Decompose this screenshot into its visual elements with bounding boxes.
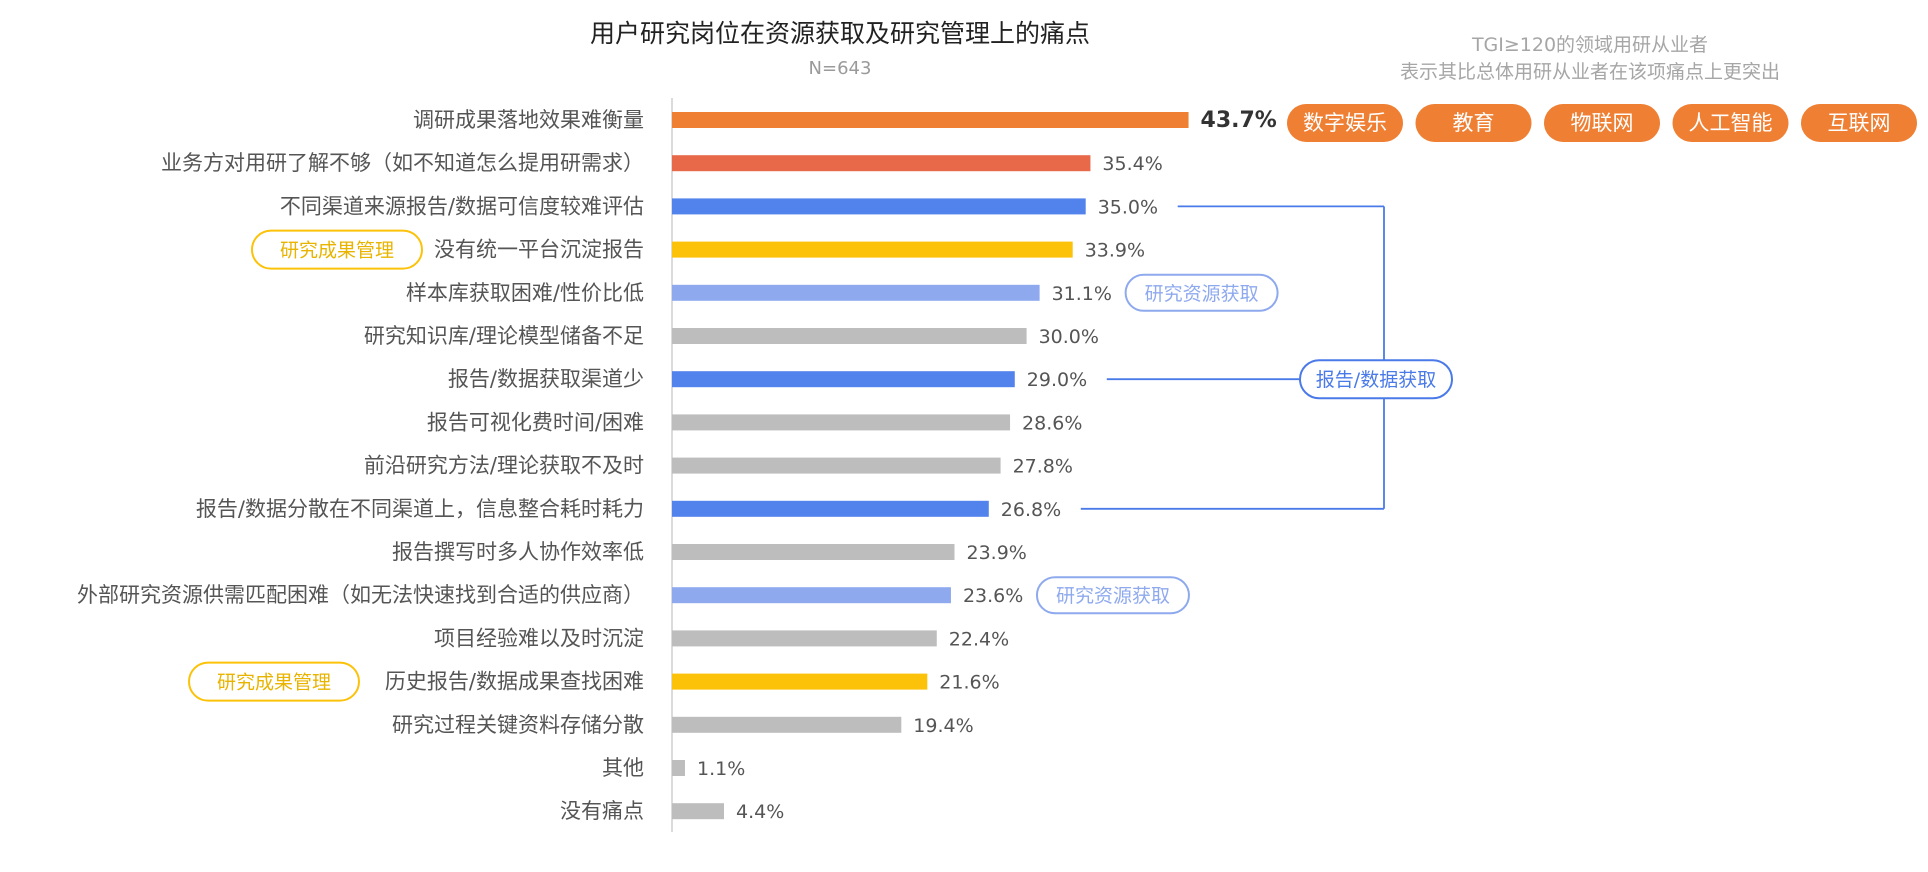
tgi-note: TGI≥120的领域用研从业者 表示其比总体用研从业者在该项痛点上更突出 bbox=[1340, 32, 1840, 86]
right-tag-label-0: 研究资源获取 bbox=[1145, 283, 1259, 305]
bar-0 bbox=[672, 112, 1189, 128]
value-label-9: 26.8% bbox=[1001, 499, 1061, 521]
bar-15 bbox=[672, 760, 686, 776]
category-label-14: 研究过程关键资料存储分散 bbox=[392, 713, 644, 737]
value-label-10: 23.9% bbox=[966, 542, 1026, 564]
category-label-3: 没有统一平台沉淀报告 bbox=[434, 238, 644, 262]
chart-subtitle: N=643 bbox=[808, 58, 872, 79]
tgi-note-line-1: TGI≥120的领域用研从业者 bbox=[1471, 34, 1709, 56]
category-label-11: 外部研究资源供需匹配困难（如无法快速找到合适的供应商） bbox=[77, 583, 644, 607]
category-label-16: 没有痛点 bbox=[560, 799, 644, 823]
bar-11 bbox=[672, 587, 951, 604]
left-tag-1 bbox=[188, 661, 360, 702]
tgi-domain-pill-3 bbox=[1672, 104, 1789, 142]
value-label-5: 30.0% bbox=[1039, 326, 1099, 348]
value-label-3: 33.9% bbox=[1085, 240, 1145, 262]
tgi-domain-pill-4 bbox=[1801, 104, 1917, 142]
bar-10 bbox=[672, 544, 955, 560]
value-label-11: 23.6% bbox=[963, 585, 1023, 607]
tgi-domain-pill-0 bbox=[1287, 104, 1403, 142]
value-label-4: 31.1% bbox=[1052, 283, 1112, 305]
value-label-1: 35.4% bbox=[1102, 153, 1162, 175]
tgi-domain-label-0: 数字娱乐 bbox=[1303, 111, 1387, 135]
category-label-1: 业务方对用研了解不够（如不知道怎么提用研需求） bbox=[161, 151, 644, 175]
tgi-domain-label-1: 教育 bbox=[1453, 111, 1495, 135]
bar-3 bbox=[672, 241, 1073, 258]
category-label-0: 调研成果落地效果难衡量 bbox=[413, 108, 644, 132]
tgi-domain-label-4: 互联网 bbox=[1828, 111, 1891, 135]
tgi-domain-pill-1 bbox=[1415, 104, 1532, 142]
category-label-9: 报告/数据分散在不同渠道上，信息整合耗时耗力 bbox=[196, 497, 644, 521]
bar-16 bbox=[672, 803, 725, 820]
right-tag-0 bbox=[1124, 273, 1279, 312]
category-label-13: 历史报告/数据成果查找困难 bbox=[385, 670, 644, 694]
value-label-8: 27.8% bbox=[1013, 456, 1073, 478]
bar-14 bbox=[672, 716, 902, 733]
category-label-2: 不同渠道来源报告/数据可信度较难评估 bbox=[280, 194, 644, 218]
value-label-7: 28.6% bbox=[1022, 412, 1082, 434]
category-label-4: 样本库获取困难/性价比低 bbox=[406, 281, 644, 305]
chart-title: 用户研究岗位在资源获取及研究管理上的痛点 bbox=[589, 19, 1090, 48]
category-label-5: 研究知识库/理论模型储备不足 bbox=[364, 324, 644, 348]
value-label-2: 35.0% bbox=[1098, 196, 1158, 218]
tgi-note-line-2: 表示其比总体用研从业者在该项痛点上更突出 bbox=[1399, 61, 1780, 83]
category-label-10: 报告撰写时多人协作效率低 bbox=[392, 540, 644, 564]
value-label-15: 1.1% bbox=[697, 758, 745, 780]
category-label-12: 项目经验难以及时沉淀 bbox=[434, 626, 644, 650]
tgi-domain-label-3: 人工智能 bbox=[1689, 111, 1773, 135]
bar-12 bbox=[672, 630, 937, 647]
bar-8 bbox=[672, 457, 1001, 474]
right-tag-1 bbox=[1035, 576, 1190, 615]
category-label-6: 报告/数据获取渠道少 bbox=[448, 367, 644, 391]
bracket-tag bbox=[1299, 359, 1453, 400]
value-label-12: 22.4% bbox=[949, 628, 1009, 650]
bar-4 bbox=[672, 284, 1040, 301]
value-label-13: 21.6% bbox=[939, 672, 999, 694]
value-label-0: 43.7% bbox=[1201, 108, 1277, 133]
left-tag-label-0: 研究成果管理 bbox=[280, 240, 394, 262]
tgi-domain-label-2: 物联网 bbox=[1571, 111, 1634, 135]
bar-9 bbox=[672, 500, 989, 517]
value-label-14: 19.4% bbox=[913, 715, 973, 737]
bracket-tag-label: 报告/数据获取 bbox=[1316, 369, 1436, 391]
category-label-7: 报告可视化费时间/困难 bbox=[427, 410, 644, 434]
bar-13 bbox=[672, 673, 928, 690]
category-label-8: 前沿研究方法/理论获取不及时 bbox=[364, 454, 644, 478]
category-label-15: 其他 bbox=[602, 756, 644, 780]
right-tag-label-1: 研究资源获取 bbox=[1056, 585, 1170, 607]
bar-1 bbox=[672, 155, 1091, 172]
value-label-6: 29.0% bbox=[1027, 369, 1087, 391]
bar-6 bbox=[672, 371, 1015, 388]
bar-5 bbox=[672, 328, 1027, 344]
left-tag-0 bbox=[251, 229, 423, 270]
left-tag-label-1: 研究成果管理 bbox=[217, 672, 331, 694]
bar-7 bbox=[672, 414, 1011, 431]
tgi-domain-pill-2 bbox=[1544, 104, 1660, 142]
value-label-16: 4.4% bbox=[736, 801, 784, 823]
bar-2 bbox=[672, 198, 1086, 215]
